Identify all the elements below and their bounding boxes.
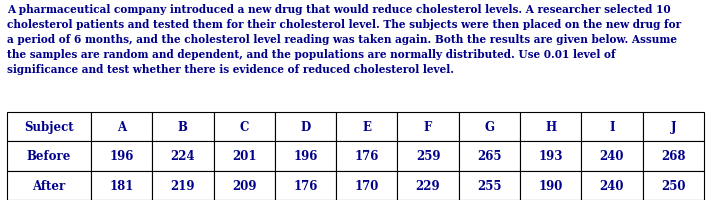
Text: A pharmaceutical company introduced a new drug that would reduce cholesterol lev: A pharmaceutical company introduced a ne… [7,4,681,75]
